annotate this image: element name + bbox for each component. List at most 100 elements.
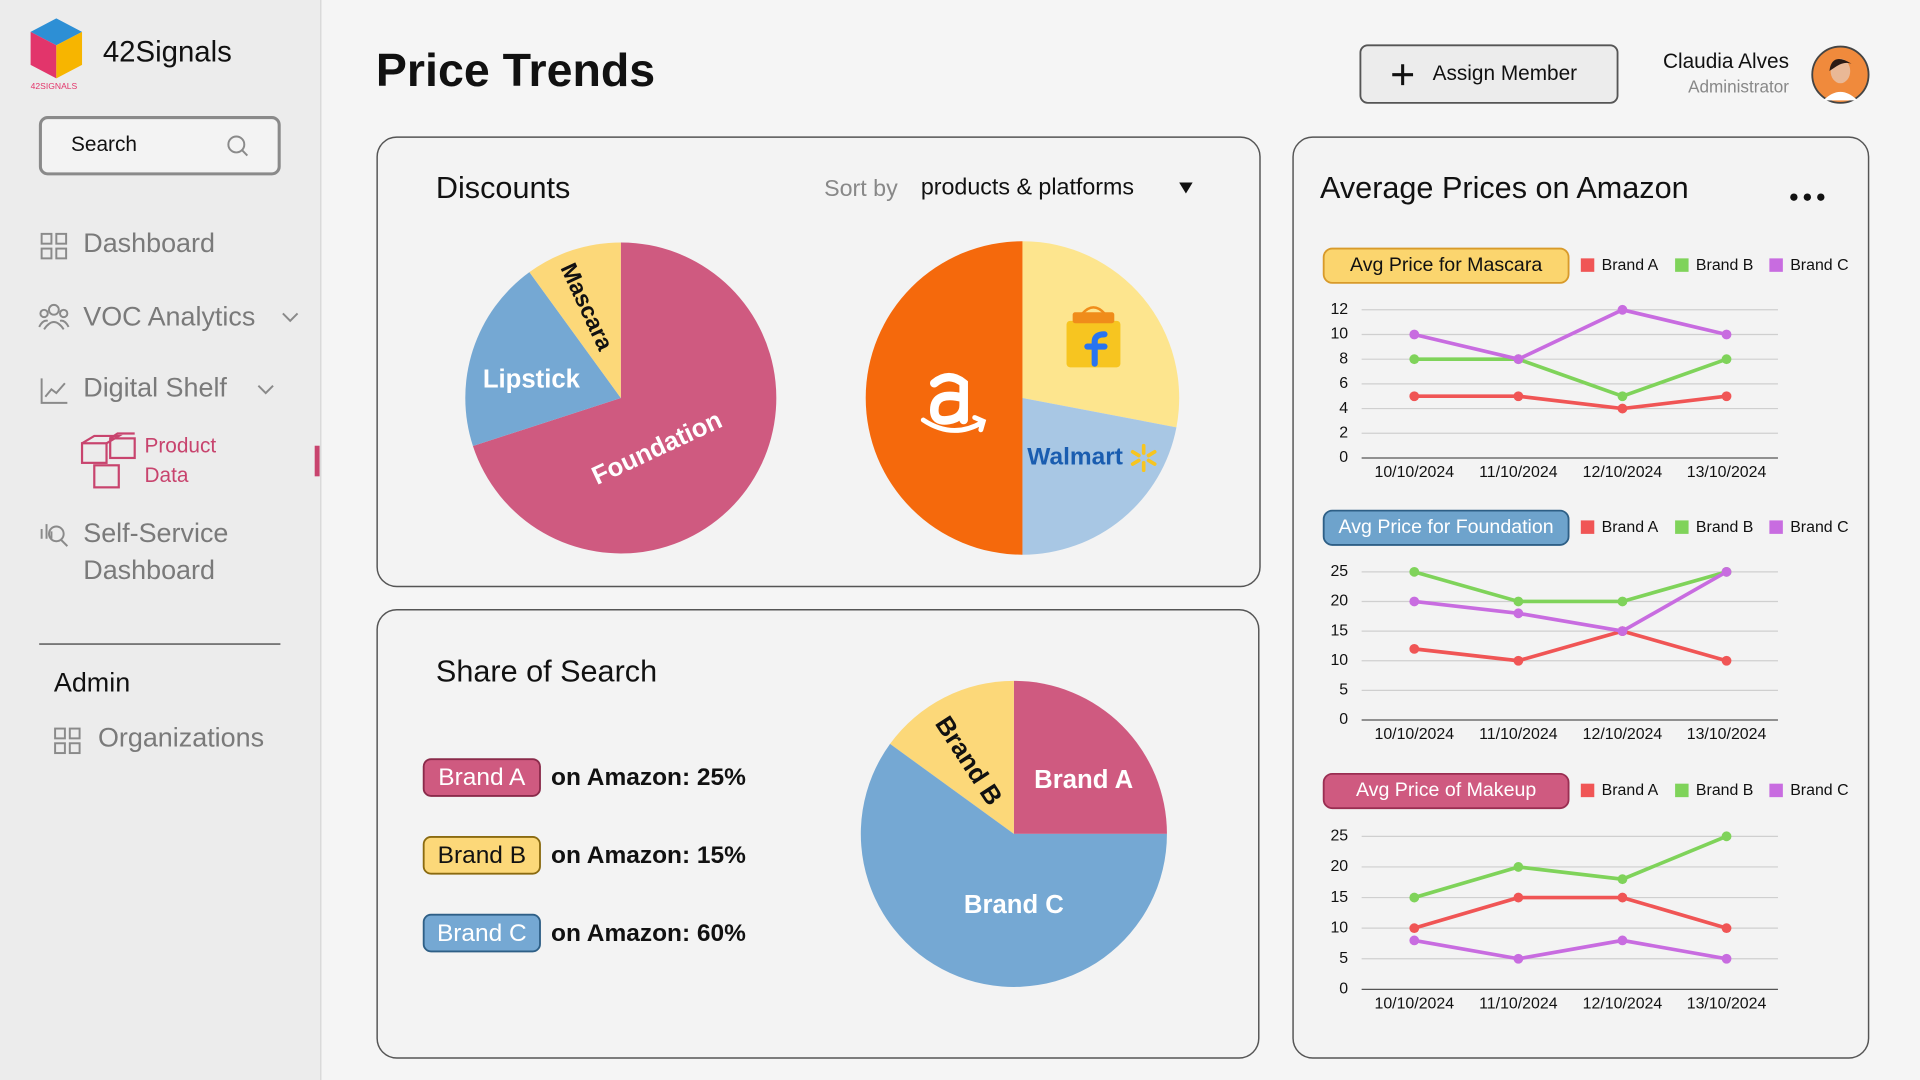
- legend-swatch: [1769, 783, 1783, 798]
- legend-label: Brand C: [1790, 257, 1848, 274]
- active-indicator: [314, 445, 320, 477]
- nav-item[interactable]: Digital Shelf: [83, 372, 227, 402]
- data-point: [1617, 596, 1628, 607]
- logo-caption: 42SIGNALS: [31, 81, 78, 91]
- y-tick-label: 10: [1330, 919, 1348, 936]
- nav-subitem[interactable]: Data: [144, 464, 188, 487]
- shelf-icon: [40, 378, 68, 404]
- legend-badge: [422, 913, 541, 953]
- y-tick-label: 10: [1330, 326, 1348, 343]
- sidebar: 42SIGNALS 42Signals Search Dashboard VOC…: [0, 0, 322, 1080]
- legend-swatch: [1580, 258, 1595, 272]
- data-point: [1617, 935, 1628, 946]
- data-point: [1513, 391, 1524, 402]
- data-point: [1617, 304, 1628, 315]
- data-point: [1721, 354, 1732, 365]
- data-point: [1617, 626, 1628, 636]
- nav-item[interactable]: Self-Service: [83, 518, 228, 548]
- pie-slice: [472, 242, 777, 554]
- search-box[interactable]: [38, 116, 281, 176]
- y-tick-label: 25: [1330, 563, 1348, 580]
- legend-swatch: [1769, 520, 1783, 534]
- card-title: Discounts: [436, 171, 570, 205]
- page-title: Price Trends: [376, 44, 655, 96]
- y-tick-label: 15: [1330, 622, 1348, 639]
- data-point: [1721, 655, 1732, 666]
- x-tick-label: 13/10/2024: [1687, 995, 1767, 1012]
- x-tick-label: 12/10/2024: [1583, 995, 1663, 1012]
- slice-label: Walmart: [1027, 443, 1123, 470]
- legend-label: Brand B: [1696, 257, 1753, 274]
- user-name: Claudia Alves: [1663, 50, 1789, 73]
- line-chart: Avg Price of Makeup Brand A Brand B Brand C…: [1322, 772, 1849, 1012]
- legend-label: Brand A: [1602, 257, 1659, 274]
- series-line: [1414, 357, 1728, 399]
- pie-slice: [465, 272, 621, 447]
- data-point: [1617, 391, 1628, 402]
- legend-badge: [422, 758, 541, 797]
- slice-label: Brand A: [1034, 766, 1133, 794]
- x-tick-label: 11/10/2024: [1479, 464, 1558, 481]
- nav-item[interactable]: Dashboard: [83, 228, 215, 258]
- dropdown-arrow[interactable]: [1179, 182, 1193, 194]
- line-charts: Avg Price for Mascara Brand A Brand B Brand…: [1322, 247, 1849, 1012]
- x-tick-label: 11/10/2024: [1479, 995, 1558, 1012]
- more-menu[interactable]: [1790, 193, 1825, 201]
- admin-heading: Admin: [54, 668, 130, 698]
- y-tick-label: 20: [1330, 858, 1348, 875]
- legend-swatch: [1675, 258, 1689, 272]
- plus-icon: [1392, 64, 1414, 86]
- nav-item[interactable]: Dashboard: [83, 555, 215, 585]
- pie-slice: [1013, 680, 1167, 834]
- assign-button[interactable]: [1359, 44, 1619, 104]
- y-tick-label: 0: [1339, 981, 1348, 998]
- legend-swatch: [1675, 783, 1689, 798]
- data-point: [1409, 391, 1420, 402]
- y-tick-label: 25: [1330, 828, 1348, 845]
- org-icon: [54, 727, 81, 755]
- legend-label: Brand A: [1602, 519, 1659, 536]
- y-tick-label: 12: [1330, 301, 1348, 318]
- legend-label: Brand C: [1790, 519, 1848, 536]
- nav-item[interactable]: Organizations: [98, 723, 264, 753]
- brand-name: 42Signals: [103, 36, 232, 69]
- y-tick-label: 6: [1339, 375, 1348, 392]
- data-point: [1721, 391, 1732, 402]
- data-point: [1721, 953, 1732, 964]
- chevron[interactable]: [257, 385, 274, 395]
- data-point: [1409, 596, 1420, 607]
- avg-prices-card: [1292, 136, 1870, 1059]
- avatar[interactable]: [1811, 45, 1870, 104]
- nav-subitem[interactable]: Product: [144, 434, 216, 457]
- data-point: [1721, 566, 1732, 577]
- chart-badge: [1322, 247, 1570, 284]
- y-tick-label: 5: [1339, 682, 1348, 699]
- legend-label: Brand C: [437, 920, 527, 947]
- user-role: Administrator: [1688, 77, 1789, 97]
- data-point: [1409, 892, 1420, 903]
- slice-label: Lipstick: [483, 366, 581, 394]
- y-tick-label: 2: [1339, 424, 1348, 441]
- legend-label: Brand A: [1602, 782, 1659, 799]
- data-point: [1617, 874, 1628, 885]
- chart-badge: [1322, 772, 1570, 810]
- assign-label: Assign Member: [1433, 62, 1578, 85]
- chevron[interactable]: [282, 312, 299, 323]
- data-point: [1721, 329, 1732, 340]
- walmart-spark: [1130, 443, 1157, 473]
- series-line: [1413, 834, 1728, 900]
- pie-slice: [529, 242, 621, 398]
- legend-label: Brand C: [1790, 782, 1848, 799]
- data-point: [1409, 643, 1420, 654]
- nav-item[interactable]: VOC Analytics: [83, 301, 255, 331]
- chart-badge: [1322, 509, 1570, 546]
- sort-value[interactable]: products & platforms: [921, 174, 1134, 200]
- pie-slice: [890, 680, 1014, 834]
- data-point: [1513, 354, 1524, 365]
- card-title: Average Prices on Amazon: [1320, 171, 1689, 205]
- data-point: [1409, 329, 1420, 340]
- flipkart-logo: [1066, 306, 1121, 368]
- y-tick-label: 4: [1339, 400, 1348, 417]
- value-label: on Amazon: 15%: [551, 842, 746, 869]
